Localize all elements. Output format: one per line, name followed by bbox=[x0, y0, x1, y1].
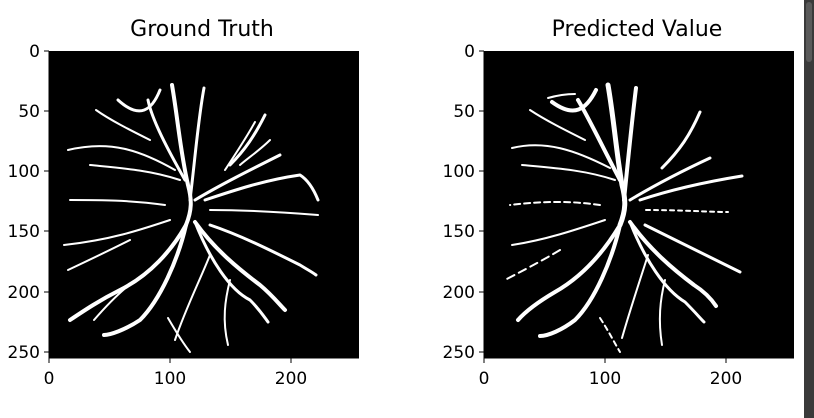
x-tick: 100 bbox=[154, 358, 186, 389]
y-tick-label: 250 bbox=[443, 343, 475, 363]
vessel-map bbox=[504, 82, 744, 353]
x-tick-label: 200 bbox=[275, 369, 307, 389]
x-tick-label: 0 bbox=[44, 369, 55, 389]
y-tick: 50 bbox=[18, 102, 49, 122]
vessel-map bbox=[63, 83, 320, 353]
x-tick-label: 100 bbox=[589, 369, 621, 389]
y-tick-label: 0 bbox=[29, 42, 40, 62]
y-tick: 250 bbox=[443, 343, 484, 363]
x-axis: 0 100 200 bbox=[479, 357, 794, 389]
y-tick: 0 bbox=[29, 42, 49, 62]
y-tick-label: 250 bbox=[8, 343, 40, 363]
y-tick: 250 bbox=[8, 343, 49, 363]
x-tick: 0 bbox=[479, 358, 490, 389]
y-tick-label: 0 bbox=[464, 42, 475, 62]
image-area bbox=[49, 51, 359, 358]
x-tick-label: 200 bbox=[710, 369, 742, 389]
y-tick-label: 200 bbox=[443, 283, 475, 303]
y-tick-label: 100 bbox=[8, 162, 40, 182]
image-area bbox=[484, 51, 794, 358]
y-tick-label: 100 bbox=[443, 162, 475, 182]
x-tick: 0 bbox=[44, 358, 55, 389]
y-axis: 0 50 100 150 200 250 bbox=[443, 42, 485, 363]
y-tick: 150 bbox=[8, 222, 49, 242]
y-tick: 100 bbox=[8, 162, 49, 182]
x-tick: 200 bbox=[275, 358, 307, 389]
vertical-scrollbar[interactable] bbox=[804, 0, 814, 418]
y-tick: 200 bbox=[443, 283, 484, 303]
x-tick: 100 bbox=[589, 358, 621, 389]
y-tick-label: 200 bbox=[8, 283, 40, 303]
y-tick: 200 bbox=[8, 283, 49, 303]
panel-predicted-value: Predicted Value bbox=[443, 17, 794, 389]
scrollbar-thumb[interactable] bbox=[806, 2, 812, 62]
panel-title: Ground Truth bbox=[130, 17, 274, 42]
panel-title: Predicted Value bbox=[552, 17, 723, 42]
x-tick-label: 100 bbox=[154, 369, 186, 389]
y-tick: 0 bbox=[464, 42, 484, 62]
y-tick: 100 bbox=[443, 162, 484, 182]
y-tick-label: 150 bbox=[8, 222, 40, 242]
y-tick-label: 150 bbox=[443, 222, 475, 242]
y-tick-label: 50 bbox=[453, 102, 475, 122]
y-tick: 50 bbox=[453, 102, 484, 122]
x-tick-label: 0 bbox=[479, 369, 490, 389]
y-axis: 0 50 100 150 200 250 bbox=[8, 42, 50, 363]
panel-ground-truth: Ground Truth bbox=[8, 17, 359, 389]
x-axis: 0 100 200 bbox=[44, 357, 359, 389]
y-tick: 150 bbox=[443, 222, 484, 242]
x-tick: 200 bbox=[710, 358, 742, 389]
y-tick-label: 50 bbox=[18, 102, 40, 122]
